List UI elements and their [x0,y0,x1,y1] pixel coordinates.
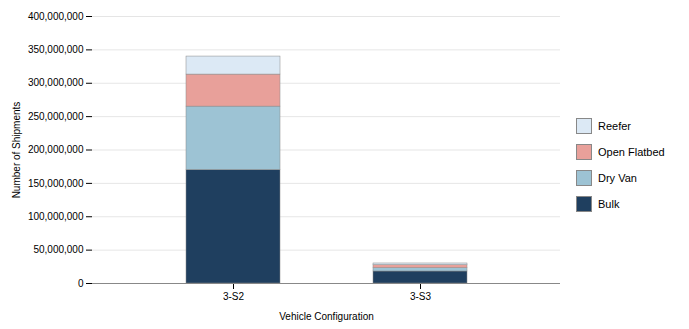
svg-text:150,000,000: 150,000,000 [28,178,84,189]
svg-text:Vehicle Configuration: Vehicle Configuration [279,311,374,322]
svg-text:3-S2: 3-S2 [223,291,245,302]
svg-text:400,000,000: 400,000,000 [28,11,84,22]
html-text:Open Flatbed: Open Flatbed [598,145,665,158]
html-text:Dry Van: Dry Van [598,171,637,184]
svg-text:Number of Shipments: Number of Shipments [11,102,22,199]
html-text:Reefer: Reefer [598,119,631,132]
svg-text:250,000,000: 250,000,000 [28,111,84,122]
svg-text:100,000,000: 100,000,000 [28,211,84,222]
html-text:Bulk: Bulk [598,197,620,210]
svg-text:300,000,000: 300,000,000 [28,77,84,88]
svg-text:350,000,000: 350,000,000 [28,44,84,55]
svg-text:50,000,000: 50,000,000 [33,244,83,255]
svg-text:3-S3: 3-S3 [410,291,432,302]
svg-text:0: 0 [78,278,84,289]
svg-text:200,000,000: 200,000,000 [28,144,84,155]
